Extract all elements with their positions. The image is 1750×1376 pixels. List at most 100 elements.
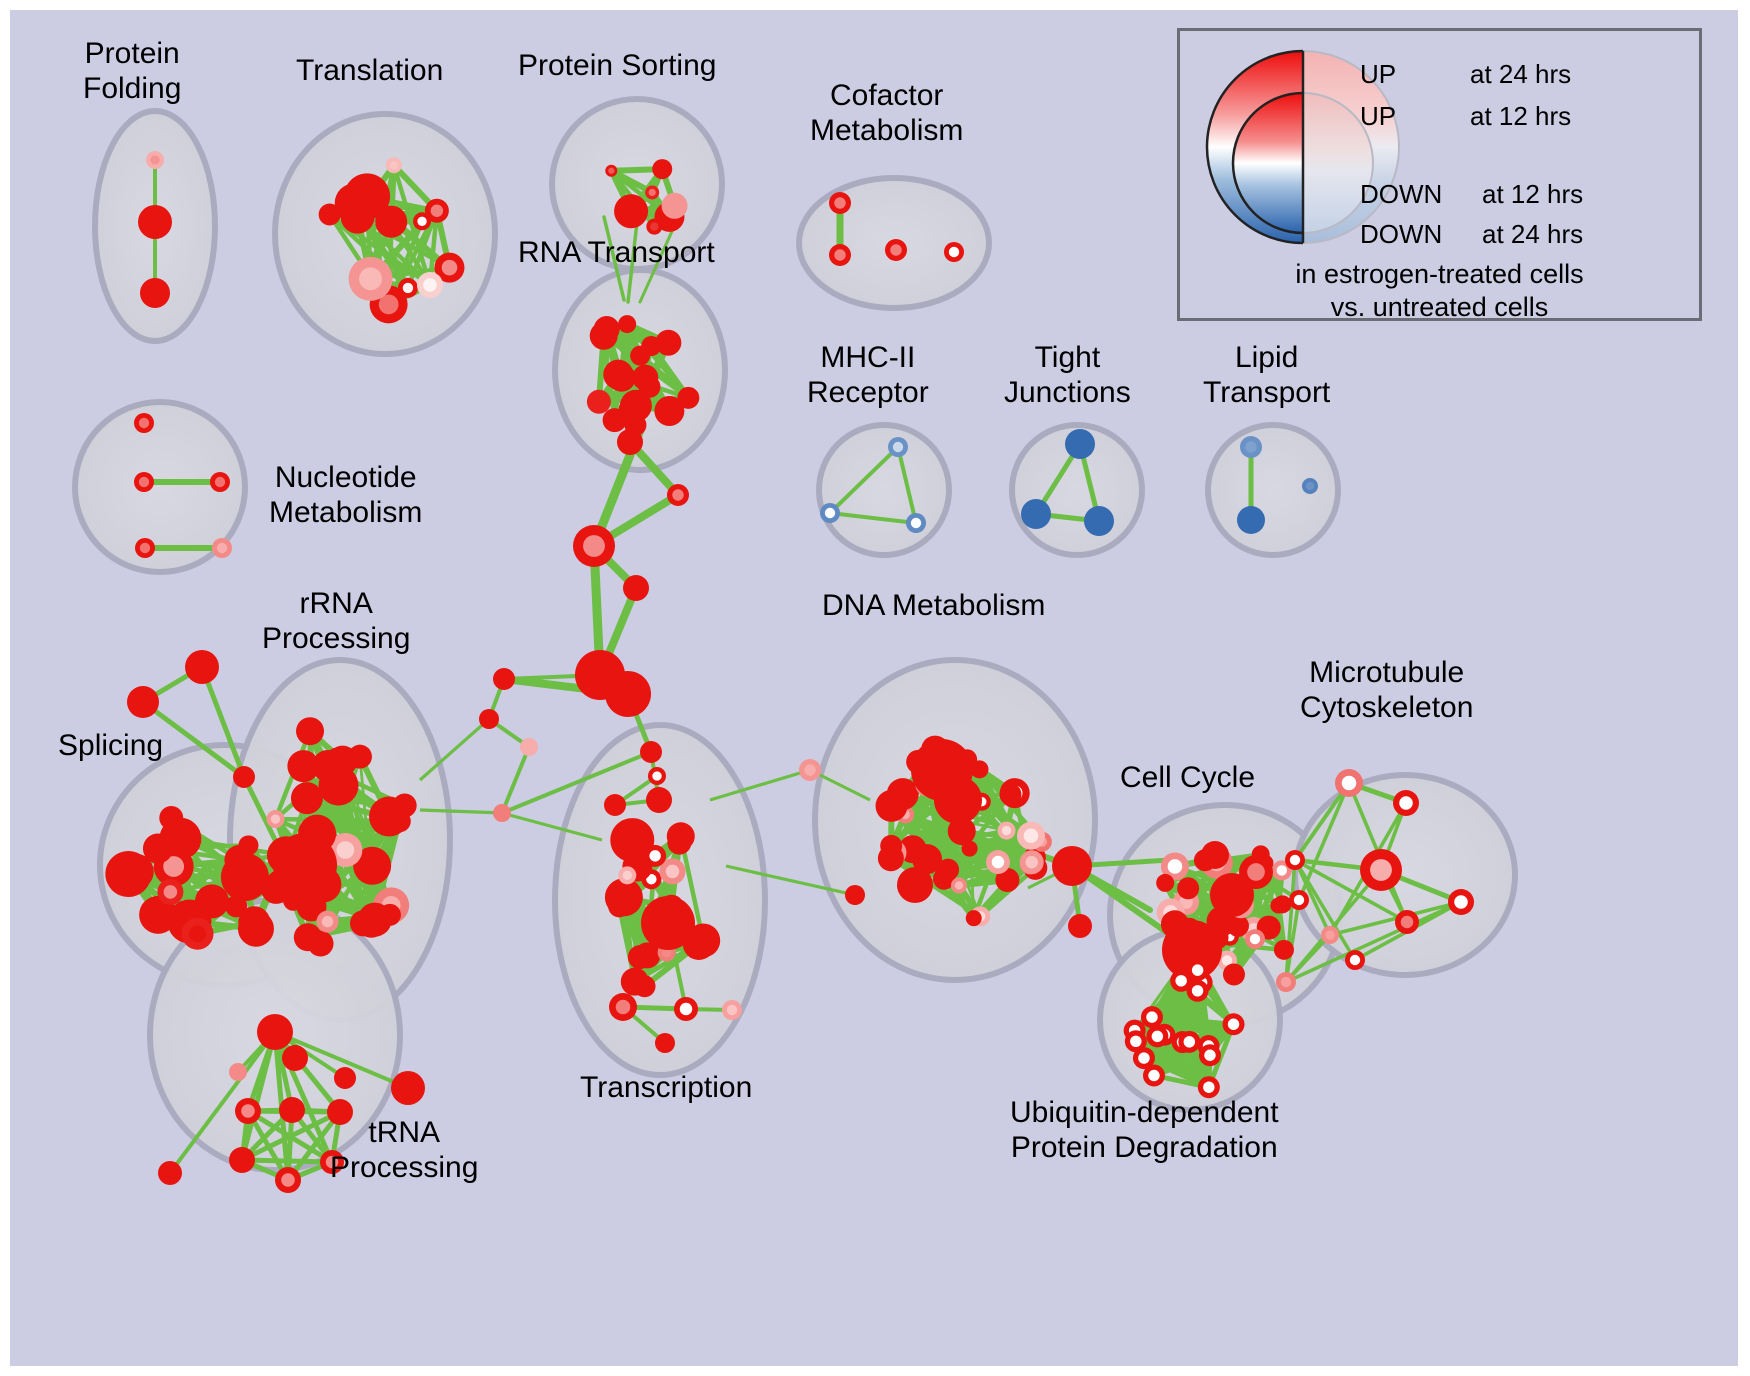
network-node [666, 822, 695, 851]
node-trna-1 [279, 1097, 305, 1123]
node-dna-hub-2 [934, 776, 982, 824]
network-node [348, 256, 393, 301]
network-node [659, 858, 686, 885]
network-node [638, 375, 661, 398]
network-node [610, 818, 655, 863]
network-edge [1284, 900, 1463, 984]
node-microtubule-4 [1289, 890, 1309, 910]
legend-row-0-state: UP [1360, 59, 1397, 89]
network-node [602, 408, 627, 433]
legend-row-1-state: UP [1360, 101, 1397, 131]
network-node [194, 884, 229, 919]
network-node [627, 945, 652, 970]
cluster-label-ubiquitin-protein-degradation: Ubiquitin-dependent Protein Degradation [1010, 1096, 1279, 1164]
network-edge [678, 834, 706, 943]
network-node [641, 335, 662, 356]
network-edge [602, 215, 626, 302]
network-node [353, 846, 392, 885]
node-tight-junction-2 [1084, 506, 1114, 536]
node-ubiquitin-8 [1186, 959, 1209, 982]
network-node [238, 906, 271, 939]
network-edge [828, 445, 900, 515]
cluster-label-trna-processing: tRNA Processing [330, 1116, 479, 1184]
network-edge [1328, 900, 1463, 937]
node-transcription-hub [641, 896, 695, 950]
node-transcription-low-3 [655, 1033, 675, 1053]
network-node [586, 389, 611, 414]
network-node [603, 359, 634, 390]
node-ubiquitin-12 [1146, 1025, 1169, 1048]
node-cell-cycle-hub-3 [1239, 855, 1273, 889]
cluster-label-rrna-processing: rRNA Processing [262, 587, 411, 655]
network-node [654, 396, 685, 427]
node-microtubule-1 [1393, 790, 1419, 816]
cluster-label-rna-transport: RNA Transport [518, 236, 715, 269]
cluster-label-transcription: Transcription [580, 1071, 753, 1104]
node-protein-folding-3 [140, 278, 170, 308]
node-nucleotide-1 [134, 413, 154, 433]
network-node [139, 895, 178, 934]
network-node [1177, 877, 1200, 900]
network-node [225, 895, 248, 918]
cluster-halo-lipid-transport [1205, 422, 1341, 558]
network-node [117, 853, 154, 890]
network-edge [1293, 858, 1409, 924]
legend-node-glyph [1205, 49, 1400, 245]
network-edge [168, 1030, 277, 1175]
network-node [644, 844, 667, 867]
node-mhc-2 [906, 513, 926, 533]
node-trna-3 [229, 1147, 255, 1173]
network-node [316, 910, 339, 933]
network-nodes [105, 151, 1474, 1193]
cluster-halo-mhc-ii-receptor [816, 422, 952, 558]
network-node [605, 164, 618, 177]
node-cofactor-3 [885, 239, 907, 261]
network-edge [626, 220, 639, 304]
network-node [655, 329, 682, 356]
network-node [997, 821, 1016, 840]
network-node [318, 203, 341, 226]
node-protein-folding-1 [146, 151, 164, 169]
node-linker-11 [646, 787, 672, 813]
network-node [385, 157, 402, 174]
cluster-label-cofactor-metabolism: Cofactor Metabolism [810, 79, 964, 147]
network-edge [199, 664, 247, 780]
node-nucleotide-5 [212, 538, 232, 558]
network-node [293, 923, 322, 952]
network-edge-intercluster [809, 768, 871, 802]
network-node [618, 315, 637, 334]
node-microtubule-2 [1285, 850, 1305, 870]
node-ubiquitin-16 [1140, 1006, 1163, 1029]
network-node [287, 750, 320, 783]
diagram-canvas: Protein Folding Translation Protein Sortin… [10, 10, 1738, 1366]
network-edge [140, 699, 247, 780]
node-bridge-dna-left [799, 759, 821, 781]
network-edge-intercluster [501, 811, 603, 842]
network-edge [500, 750, 653, 815]
node-linker-6 [493, 668, 515, 690]
network-node [652, 159, 673, 180]
network-edge [1206, 1021, 1237, 1090]
node-ubiquitin-9 [1198, 1044, 1221, 1067]
network-edge [1284, 933, 1332, 984]
network-node [985, 850, 1010, 875]
node-lipid-2 [1237, 506, 1265, 534]
legend-row-0-time: at 24 hrs [1470, 59, 1572, 89]
network-edge [608, 167, 656, 196]
network-edge [239, 1029, 278, 1163]
network-node [999, 783, 1022, 806]
network-node [1156, 873, 1175, 892]
node-trna-5 [275, 1167, 301, 1193]
network-edge [638, 216, 680, 304]
node-cell-cycle-hub-4 [1201, 841, 1229, 869]
network-node [614, 194, 649, 229]
network-node [645, 185, 660, 200]
network-node [238, 835, 259, 856]
network-node [327, 745, 358, 776]
legend-footnote-line2: vs. untreated cells [1330, 292, 1549, 322]
network-node [619, 389, 652, 422]
network-node [633, 975, 656, 998]
cluster-label-protein-folding: Protein Folding [83, 37, 182, 105]
network-node [142, 833, 173, 864]
node-tight-junction-0 [1065, 429, 1095, 459]
